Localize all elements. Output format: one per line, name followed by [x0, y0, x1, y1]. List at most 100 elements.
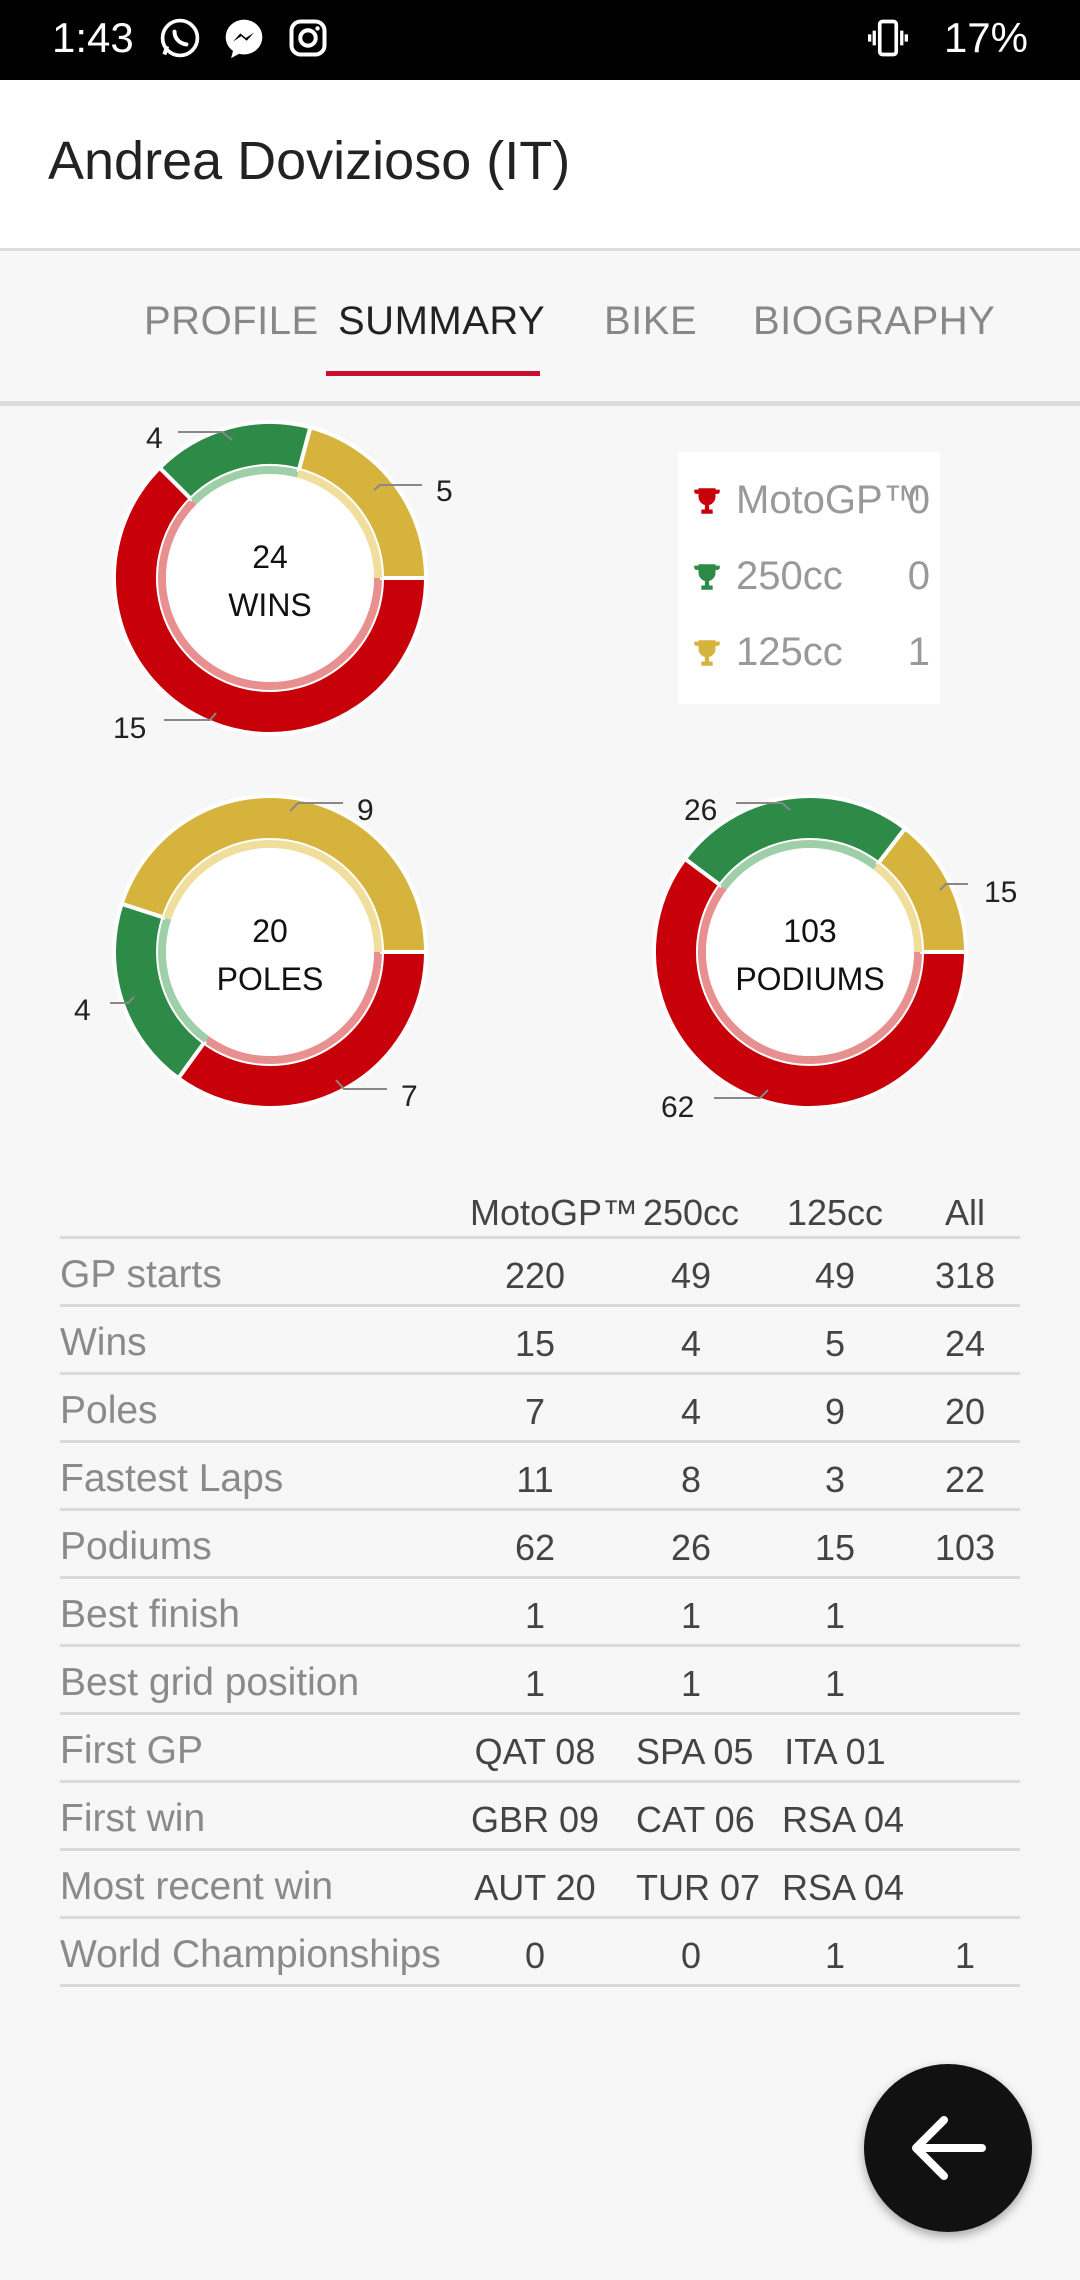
podiums-center-label: 103 PODIUMS	[700, 907, 920, 1003]
table-cell: 1	[680, 1595, 702, 1636]
slice-inner-ring-250cc	[720, 840, 879, 890]
table-cell: 1	[524, 1663, 546, 1704]
tab-bike[interactable]: BIKE	[604, 299, 698, 343]
table-cell: 3	[824, 1459, 846, 1500]
column-header-125cc: 125cc	[786, 1192, 884, 1233]
table-cell: 9	[824, 1391, 846, 1432]
row-label: First win	[60, 1797, 206, 1840]
row-label: Poles	[60, 1389, 158, 1432]
table-cell: TUR 07	[636, 1867, 761, 1908]
legend-label-motogp: MotoGP™	[736, 478, 923, 522]
table-cell: 20	[944, 1391, 986, 1432]
table-cell: 24	[944, 1323, 986, 1364]
legend-label-250cc: 250cc	[736, 554, 843, 598]
table-row: Wins 15 4 5 24	[60, 1307, 1020, 1375]
donut-hole	[166, 848, 374, 1056]
donut-hole	[706, 848, 914, 1056]
trophy-icon	[694, 564, 720, 590]
instagram-icon	[289, 19, 327, 57]
table-cell: 220	[504, 1255, 566, 1296]
table-row: Podiums 62 26 15 103	[60, 1511, 1020, 1579]
page-title: Andrea Dovizioso (IT)	[48, 131, 571, 191]
podiums-motogp-value: 62	[661, 1091, 695, 1124]
table-cell: 4	[680, 1391, 702, 1432]
table-cell: 1	[954, 1935, 976, 1976]
table-cell: 5	[824, 1323, 846, 1364]
row-label: Most recent win	[60, 1865, 334, 1908]
table-cell: 1	[524, 1595, 546, 1636]
table-cell: CAT 06	[636, 1799, 755, 1840]
vibrate-icon	[868, 19, 908, 57]
table-row: First win GBR 09 CAT 06 RSA 04	[60, 1783, 1020, 1851]
table-row: GP starts 220 49 49 318	[60, 1239, 1020, 1307]
wins-125cc-value: 5	[436, 475, 453, 508]
table-row: World Championships 0 0 1 1	[60, 1919, 1020, 1987]
podiums-250cc-value: 26	[684, 794, 718, 827]
poles-center-label: 20 POLES	[160, 907, 380, 1003]
row-label: World Championships	[60, 1933, 441, 1976]
table-cell: 62	[514, 1527, 556, 1568]
active-tab-indicator	[326, 371, 540, 376]
table-cell: QAT 08	[474, 1731, 596, 1772]
whatsapp-icon	[160, 18, 200, 58]
championships-legend: MotoGP™ 0 250cc 0 125cc 1	[678, 452, 940, 704]
slice-inner-ring-motogp	[204, 952, 382, 1064]
table-row: Fastest Laps 11 8 3 22	[60, 1443, 1020, 1511]
column-header-250cc: 250cc	[642, 1192, 740, 1233]
trophy-icon	[694, 640, 720, 666]
battery-level: 17%	[943, 14, 1028, 61]
table-row: Most recent win AUT 20 TUR 07 RSA 04	[60, 1851, 1020, 1919]
table-body: GP starts 220 49 49 318 Wins 15 4 5 24 Poles 7 4 9 20 F…	[60, 1239, 1020, 1987]
table-cell: 11	[516, 1459, 554, 1500]
tab-profile[interactable]: PROFILE	[144, 299, 319, 343]
column-header-all: All	[944, 1192, 985, 1233]
slice-inner-ring-250cc	[190, 466, 299, 505]
table-cell: 49	[814, 1255, 856, 1296]
table-cell: 15	[814, 1527, 856, 1568]
table-cell: 103	[934, 1527, 996, 1568]
row-label: GP starts	[60, 1253, 222, 1296]
back-button[interactable]	[864, 2064, 1032, 2232]
table-row: First GP QAT 08 SPA 05 ITA 01	[60, 1715, 1020, 1783]
table-cell: 0	[524, 1935, 546, 1976]
tab-bar: PROFILE SUMMARY BIKE BIOGRAPHY	[0, 251, 1080, 406]
legend-row-250cc: 250cc 0	[690, 548, 930, 608]
poles-125cc-value: 9	[357, 794, 374, 827]
table-cell: 1	[824, 1935, 846, 1976]
wins-center-label: 24 WINS	[160, 533, 380, 629]
wins-motogp-value: 15	[113, 712, 147, 745]
row-label: First GP	[60, 1729, 203, 1772]
wins-donut-chart	[112, 420, 429, 736]
table-row: Best finish 1 1 1	[60, 1579, 1020, 1647]
row-label: Podiums	[60, 1525, 212, 1568]
legend-value-250cc: 0	[907, 554, 930, 598]
table-cell: RSA 04	[782, 1799, 905, 1840]
table-cell: AUT 20	[474, 1867, 596, 1908]
arrow-left-icon	[912, 2116, 986, 2180]
podiums-caption: PODIUMS	[735, 961, 885, 997]
slice-inner-ring-250cc	[158, 917, 209, 1043]
slice-inner-ring-125cc	[296, 469, 382, 578]
wins-total: 24	[252, 539, 288, 575]
table-cell: ITA 01	[784, 1731, 886, 1772]
poles-donut-chart	[112, 794, 429, 1110]
tab-summary[interactable]: SUMMARY	[338, 299, 546, 343]
table-cell: 318	[934, 1255, 996, 1296]
status-bar: 1:43 17%	[0, 0, 1080, 80]
poles-total: 20	[252, 913, 288, 949]
table-cell: 1	[680, 1663, 702, 1704]
row-label: Wins	[60, 1321, 147, 1364]
legend-value-motogp: 0	[907, 478, 930, 522]
table-cell: 0	[680, 1935, 702, 1976]
table-cell: 26	[670, 1527, 712, 1568]
podiums-donut-chart	[652, 794, 969, 1110]
table-row: Best grid position 1 1 1	[60, 1647, 1020, 1715]
app-header: Andrea Dovizioso (IT)	[0, 80, 1080, 251]
table-cell: 8	[680, 1459, 702, 1500]
stats-table: MotoGP™ 250cc 125cc All GP starts 220 49 49…	[60, 1186, 1020, 1987]
messenger-icon	[225, 19, 263, 59]
poles-250cc-value: 4	[74, 994, 91, 1027]
tab-biography[interactable]: BIOGRAPHY	[753, 299, 996, 343]
table-cell: 7	[524, 1391, 546, 1432]
table-cell: GBR 09	[470, 1799, 600, 1840]
